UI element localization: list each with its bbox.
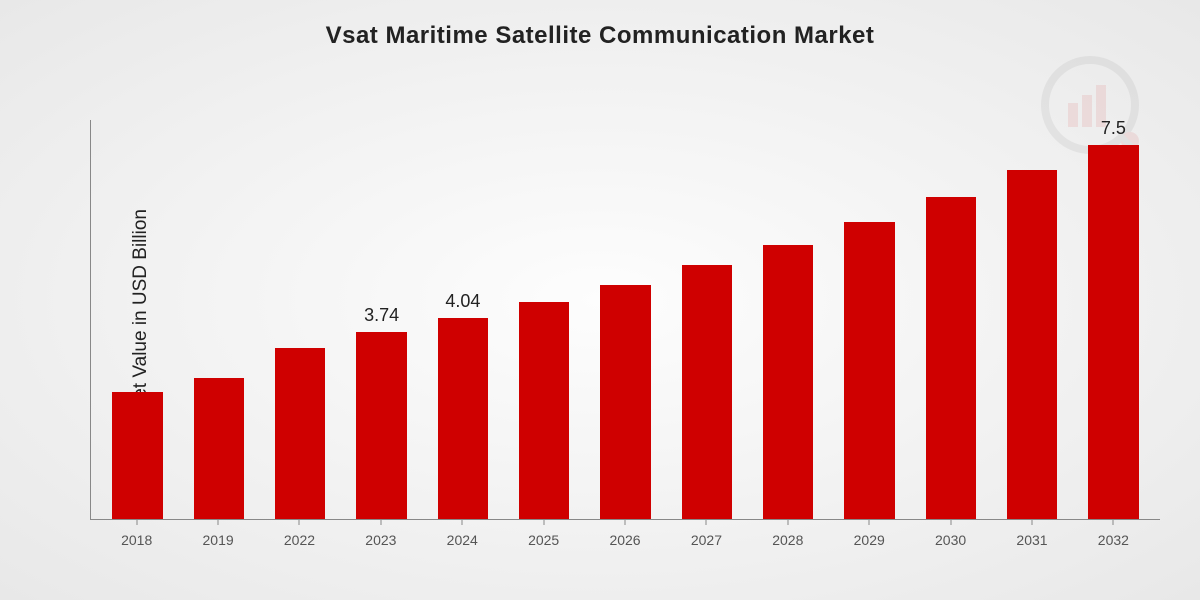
x-tick: 2026 xyxy=(584,520,665,560)
x-axis: 2018 2019 2022 2023 2024 2025 2026 2027 2028 2029… xyxy=(90,520,1160,560)
x-tick-label: 2032 xyxy=(1098,532,1129,548)
x-tick-label: 2026 xyxy=(609,532,640,548)
x-tick: 2023 xyxy=(340,520,421,560)
bar-value-label: 4.04 xyxy=(422,291,503,312)
bar xyxy=(356,332,406,519)
bar-value-label: 7.5 xyxy=(1073,118,1154,139)
x-tick: 2022 xyxy=(259,520,340,560)
x-tick: 2025 xyxy=(503,520,584,560)
x-tick-label: 2023 xyxy=(365,532,396,548)
bar xyxy=(194,378,244,519)
bar-slot xyxy=(910,120,991,519)
bar xyxy=(926,197,976,519)
bar-slot xyxy=(260,120,341,519)
x-tick-label: 2025 xyxy=(528,532,559,548)
x-tick: 2019 xyxy=(177,520,258,560)
x-tick-label: 2019 xyxy=(203,532,234,548)
bar xyxy=(438,318,488,519)
bar xyxy=(682,265,732,519)
x-tick-label: 2031 xyxy=(1016,532,1047,548)
bar-value-label: 3.74 xyxy=(341,305,422,326)
bar xyxy=(844,222,894,519)
x-tick-label: 2030 xyxy=(935,532,966,548)
bar xyxy=(275,348,325,519)
x-tick: 2027 xyxy=(666,520,747,560)
bar xyxy=(1088,145,1138,519)
chart-area: Market Value in USD Billion 3.744.047.5 … xyxy=(80,90,1160,560)
bar xyxy=(112,392,162,519)
bar-slot: 3.74 xyxy=(341,120,422,519)
x-tick: 2024 xyxy=(422,520,503,560)
bars-container: 3.744.04 7.5 xyxy=(91,120,1160,519)
x-tick-label: 2029 xyxy=(854,532,885,548)
bar-slot: 7.5 xyxy=(1073,120,1154,519)
bar xyxy=(600,285,650,519)
bar-slot xyxy=(829,120,910,519)
bar-slot xyxy=(991,120,1072,519)
bar-slot xyxy=(748,120,829,519)
bar-slot xyxy=(178,120,259,519)
bar xyxy=(763,245,813,519)
x-tick-label: 2027 xyxy=(691,532,722,548)
x-tick: 2032 xyxy=(1073,520,1154,560)
bar-slot xyxy=(504,120,585,519)
x-tick: 2031 xyxy=(991,520,1072,560)
x-tick: 2028 xyxy=(747,520,828,560)
bar xyxy=(519,302,569,519)
bar-slot xyxy=(666,120,747,519)
bar-slot xyxy=(97,120,178,519)
x-tick-label: 2024 xyxy=(447,532,478,548)
bar-slot: 4.04 xyxy=(422,120,503,519)
x-tick: 2029 xyxy=(829,520,910,560)
x-tick-label: 2022 xyxy=(284,532,315,548)
bar xyxy=(1007,170,1057,519)
bar-slot xyxy=(585,120,666,519)
x-tick: 2018 xyxy=(96,520,177,560)
x-tick-label: 2028 xyxy=(772,532,803,548)
x-tick-label: 2018 xyxy=(121,532,152,548)
chart-title: Vsat Maritime Satellite Communication Ma… xyxy=(0,0,1200,50)
x-tick: 2030 xyxy=(910,520,991,560)
plot-area: 3.744.04 7.5 xyxy=(90,120,1160,520)
